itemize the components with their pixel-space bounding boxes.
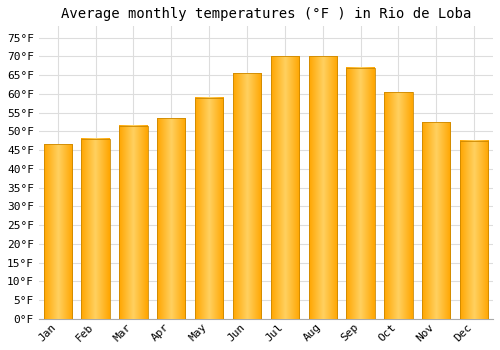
Bar xyxy=(270,56,299,319)
Bar xyxy=(157,118,186,319)
Bar xyxy=(270,56,299,319)
Bar xyxy=(233,73,261,319)
Bar xyxy=(44,145,72,319)
Bar xyxy=(119,126,148,319)
Bar xyxy=(82,139,110,319)
Bar xyxy=(119,126,148,319)
Bar xyxy=(422,122,450,319)
Bar xyxy=(82,139,110,319)
Bar xyxy=(44,145,72,319)
Bar xyxy=(157,118,186,319)
Bar xyxy=(422,122,450,319)
Bar xyxy=(195,98,224,319)
Bar xyxy=(346,68,375,319)
Bar xyxy=(233,73,261,319)
Bar xyxy=(308,56,337,319)
Bar xyxy=(308,56,337,319)
Bar xyxy=(384,92,412,319)
Bar xyxy=(195,98,224,319)
Bar xyxy=(460,141,488,319)
Bar xyxy=(460,141,488,319)
Bar xyxy=(384,92,412,319)
Bar xyxy=(346,68,375,319)
Title: Average monthly temperatures (°F ) in Rio de Loba: Average monthly temperatures (°F ) in Ri… xyxy=(60,7,471,21)
